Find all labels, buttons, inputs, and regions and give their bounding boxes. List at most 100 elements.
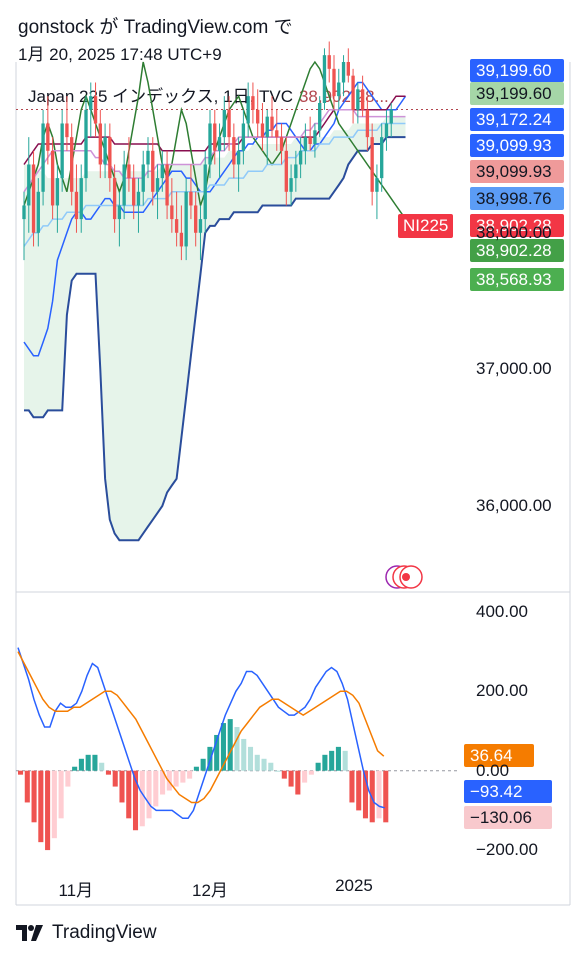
macd-histogram-bar xyxy=(139,770,145,827)
candle-body xyxy=(189,191,193,206)
y-tick-label: 36,000.00 xyxy=(476,496,552,516)
indicator-line-4 xyxy=(23,122,406,247)
candle-body xyxy=(179,232,184,247)
macd-histogram-bar xyxy=(302,770,308,783)
candle-body xyxy=(98,123,102,165)
candle-body xyxy=(70,137,74,192)
macd-histogram-bar xyxy=(132,770,139,831)
macd-value-tag: 36.64 xyxy=(464,744,534,767)
candle-body xyxy=(360,89,365,110)
macd-histogram-bar xyxy=(281,770,287,779)
candle-body xyxy=(117,205,122,220)
candle-body xyxy=(141,164,145,192)
macd-histogram-bar xyxy=(58,770,64,819)
candle-body xyxy=(155,178,160,192)
tradingview-logo-icon xyxy=(16,925,43,941)
macd-histogram-bar xyxy=(200,758,206,771)
macd-histogram-bar xyxy=(268,762,274,771)
macd-histogram-bar xyxy=(78,758,84,771)
candle-body xyxy=(208,123,212,165)
candle-body xyxy=(89,96,93,110)
candle-body xyxy=(318,102,322,131)
macd-histogram-bar xyxy=(187,770,193,779)
candle-body xyxy=(251,96,255,110)
macd-y-tick-label: 400.00 xyxy=(476,601,528,621)
macd-line xyxy=(17,647,385,820)
candle-body xyxy=(213,123,217,151)
macd-histogram-bar xyxy=(24,770,30,803)
candle-body xyxy=(303,137,308,151)
candle-body xyxy=(217,137,222,151)
macd-value-tag: −130.06 xyxy=(464,806,552,829)
macd-histogram-bar xyxy=(335,746,341,771)
candle-body xyxy=(41,123,45,192)
symbol-tag: NI225 xyxy=(398,214,454,238)
candle-body xyxy=(322,55,327,103)
chart-title-price: 38,902.28... xyxy=(298,87,389,106)
candle-body xyxy=(222,109,226,138)
candle-body xyxy=(36,191,40,233)
macd-histogram-bar xyxy=(166,770,172,791)
macd-histogram-bar xyxy=(153,770,159,807)
macd-histogram-bar xyxy=(92,754,98,771)
macd-histogram-bar xyxy=(342,750,348,771)
macd-histogram-bar xyxy=(247,746,254,771)
candle-body xyxy=(160,164,164,179)
candle-body xyxy=(170,205,174,220)
candle-body xyxy=(132,178,136,206)
candle-body xyxy=(256,109,260,124)
candle-body xyxy=(384,123,389,138)
candle-body xyxy=(22,205,26,220)
candle-body xyxy=(370,137,374,192)
footer[interactable]: TradingView xyxy=(16,922,157,944)
candle-body xyxy=(294,164,298,179)
candle-body xyxy=(270,116,274,131)
candle-body xyxy=(365,109,370,138)
macd-histogram-bar xyxy=(38,770,44,843)
candle-body xyxy=(31,164,36,233)
candle-body xyxy=(337,82,341,97)
timestamp: 1月 20, 2025 17:48 UTC+9 xyxy=(18,45,222,64)
candle-body xyxy=(194,205,198,233)
signal-line xyxy=(17,651,385,804)
x-tick-label: 2025 xyxy=(335,876,373,895)
price-tag: 38,568.93 xyxy=(470,268,564,291)
macd-histogram-bar xyxy=(180,770,186,783)
price-tag: 38,902.28 xyxy=(470,239,564,262)
macd-histogram-bar xyxy=(329,750,335,771)
candle-body xyxy=(50,150,55,206)
macd-histogram-bar xyxy=(295,770,301,795)
candle-body xyxy=(375,178,379,192)
x-tick-label: 12月 xyxy=(192,881,228,900)
macd-histogram-bar xyxy=(369,770,375,823)
macd-histogram-bar xyxy=(227,719,233,771)
candle-body xyxy=(265,116,269,138)
macd-histogram-bar xyxy=(241,738,247,771)
macd-histogram-bar xyxy=(173,770,179,787)
candle-body xyxy=(112,178,117,220)
indicator-marker-icon xyxy=(399,565,423,589)
candle-body xyxy=(351,75,355,110)
price-tag: 39,199.60 xyxy=(470,59,564,82)
footer-brand: TradingView xyxy=(52,922,157,943)
macd-histogram-bar xyxy=(160,770,166,795)
macd-histogram-bar xyxy=(105,770,111,775)
macd-histogram-bar xyxy=(220,723,226,771)
candle-body xyxy=(108,137,112,179)
macd-histogram-bar xyxy=(119,770,125,803)
candle-body xyxy=(241,123,246,151)
candle-body xyxy=(260,123,265,138)
macd-histogram-bar xyxy=(65,770,71,787)
candle-body xyxy=(246,96,250,124)
macd-histogram-bar xyxy=(18,770,24,775)
price-tag: 39,199.60 xyxy=(470,82,564,105)
macd-histogram-bar xyxy=(383,770,389,823)
candle-body xyxy=(380,137,384,179)
indicator-marker-dot xyxy=(402,573,410,581)
candle-body xyxy=(298,150,303,165)
candle-body xyxy=(174,219,179,233)
price-tag: 38,998.76 xyxy=(470,187,564,210)
price-tag: 39,099.93 xyxy=(470,160,564,183)
macd-histogram-bar xyxy=(85,754,91,771)
